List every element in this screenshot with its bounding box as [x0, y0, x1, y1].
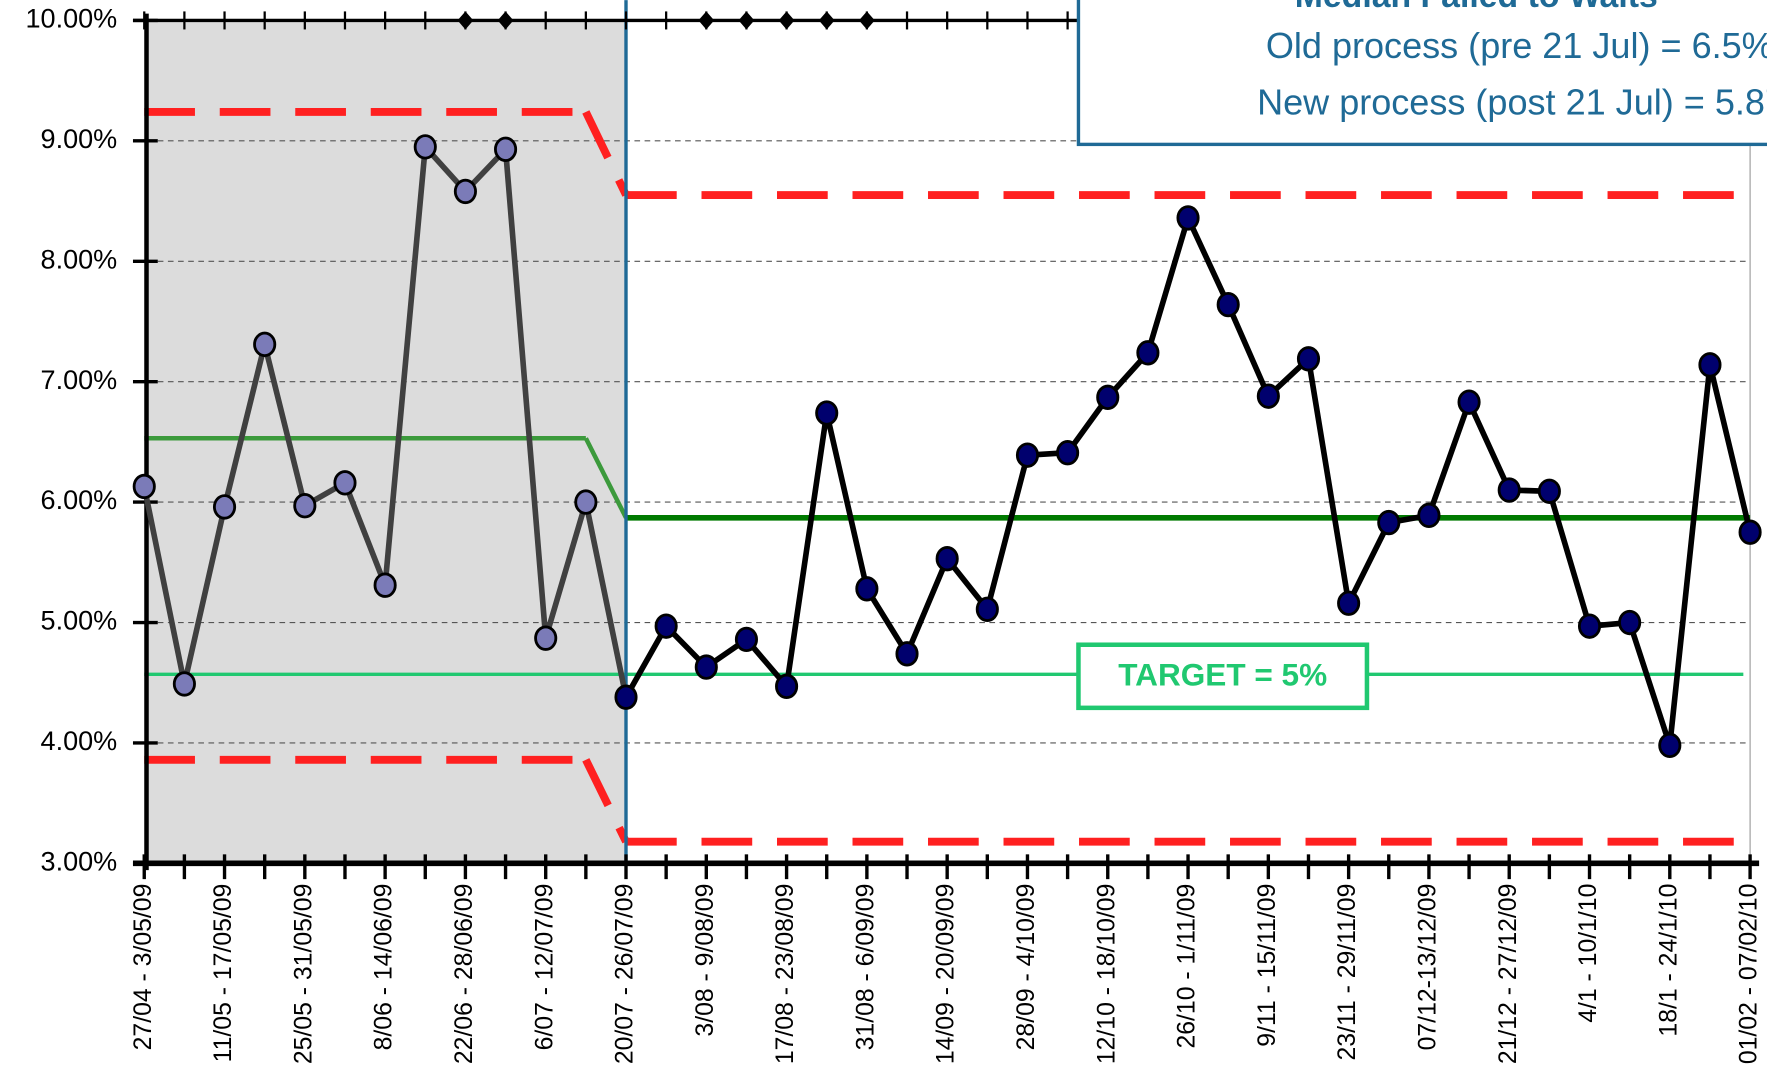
data-point [1618, 609, 1642, 636]
data-point [775, 673, 799, 700]
data-point [1015, 442, 1040, 468]
data-point [734, 626, 758, 653]
legend-title: Median Failed to Waits [1295, 0, 1658, 15]
data-point [574, 489, 598, 515]
x-tick-label: 31/08 - 6/09/09 [852, 884, 879, 1051]
x-tick-label: 01/02 - 07/02/10 [1736, 884, 1763, 1065]
y-tick-label: 8.00% [41, 244, 118, 274]
data-point [333, 470, 357, 496]
data-point [132, 473, 156, 500]
x-tick-label: 22/06 - 28/06/09 [451, 884, 478, 1065]
x-tick-label: 4/1 - 10/1/10 [1575, 884, 1602, 1023]
data-point [1256, 383, 1280, 409]
run-marker [698, 11, 715, 30]
y-tick-label: 6.00% [41, 485, 118, 515]
data-point [1417, 502, 1441, 529]
data-point [453, 178, 477, 205]
data-point [293, 493, 317, 519]
data-point [1176, 205, 1200, 231]
data-point [494, 136, 518, 162]
data-point [1658, 732, 1682, 759]
data-point [895, 641, 919, 667]
x-tick-label: 14/09 - 20/09/09 [933, 884, 960, 1065]
old-process-shade [146, 20, 627, 864]
data-point [1698, 352, 1722, 378]
x-tick-label: 23/11 - 29/11/09 [1334, 884, 1361, 1061]
data-point [1457, 389, 1481, 415]
x-tick-label: 11/05 - 17/05/09 [210, 884, 237, 1063]
run-marker [738, 11, 755, 30]
target-box [1076, 642, 1370, 711]
x-tick-label: 21/12 - 27/12/09 [1495, 884, 1522, 1065]
x-tick-label: 3/08 - 9/08/09 [692, 884, 719, 1037]
y-tick-label: 7.00% [41, 365, 118, 395]
x-tick-label: 27/04 - 3/05/09 [130, 884, 157, 1051]
data-point [253, 331, 277, 358]
y-tick-label: 9.00% [41, 124, 118, 154]
x-tick-label: 20/07 - 26/07/09 [612, 884, 639, 1065]
data-point [975, 596, 999, 622]
data-point [1337, 590, 1361, 616]
x-tick-label: 25/05 - 31/05/09 [290, 884, 317, 1065]
y-tick-label: 4.00% [41, 726, 118, 756]
lower-control-limit-transition [582, 758, 630, 844]
target-label: TARGET = 5% [1118, 657, 1327, 693]
data-point [534, 625, 558, 651]
x-tick-label: 8/06 - 14/06/09 [371, 884, 398, 1051]
data-point [413, 134, 437, 160]
x-tick-label: 28/09 - 4/10/09 [1013, 884, 1040, 1051]
data-point [694, 654, 718, 680]
data-point [212, 494, 237, 520]
data-point [373, 572, 397, 598]
data-point [1056, 440, 1080, 466]
data-point [654, 613, 678, 639]
data-point [935, 546, 959, 572]
y-tick-label: 3.00% [41, 847, 118, 877]
upper-control-limit-transition [582, 110, 630, 197]
data-point [855, 576, 879, 602]
run-marker [457, 11, 474, 30]
x-tick-label: 07/12-13/12/09 [1414, 884, 1441, 1051]
data-point [815, 400, 839, 426]
data-point [172, 671, 196, 697]
data-point [1096, 384, 1120, 411]
data-point [1577, 613, 1602, 639]
y-tick-label: 5.00% [41, 606, 118, 636]
data-point [1377, 509, 1401, 536]
data-point [1216, 291, 1240, 318]
data-point [1296, 346, 1321, 372]
y-tick-label: 10.00% [26, 4, 118, 34]
legend-line: New process (post 21 Jul) = 5.87 [1257, 81, 1767, 122]
data-point [1537, 478, 1561, 504]
data-point [614, 684, 638, 710]
legend-line: Old process (pre 21 Jul) = 6.5% [1266, 25, 1767, 66]
legend-box [1076, 0, 1767, 147]
x-tick-label: 17/08 - 23/08/09 [772, 884, 799, 1065]
median-line-transition [583, 437, 629, 519]
run-marker [778, 11, 795, 30]
data-point [1738, 519, 1762, 545]
run-marker [818, 11, 835, 30]
x-tick-label: 12/10 - 18/10/09 [1093, 884, 1120, 1065]
data-point [1136, 340, 1160, 366]
x-tick-label: 9/11 - 15/11/09 [1254, 884, 1281, 1047]
x-tick-label: 6/07 - 12/07/09 [531, 884, 558, 1051]
x-tick-label: 18/1 - 24/1/10 [1655, 884, 1682, 1037]
data-point [1497, 477, 1521, 503]
x-tick-label: 26/10 - 1/11/09 [1174, 884, 1201, 1049]
run-marker [858, 11, 875, 30]
